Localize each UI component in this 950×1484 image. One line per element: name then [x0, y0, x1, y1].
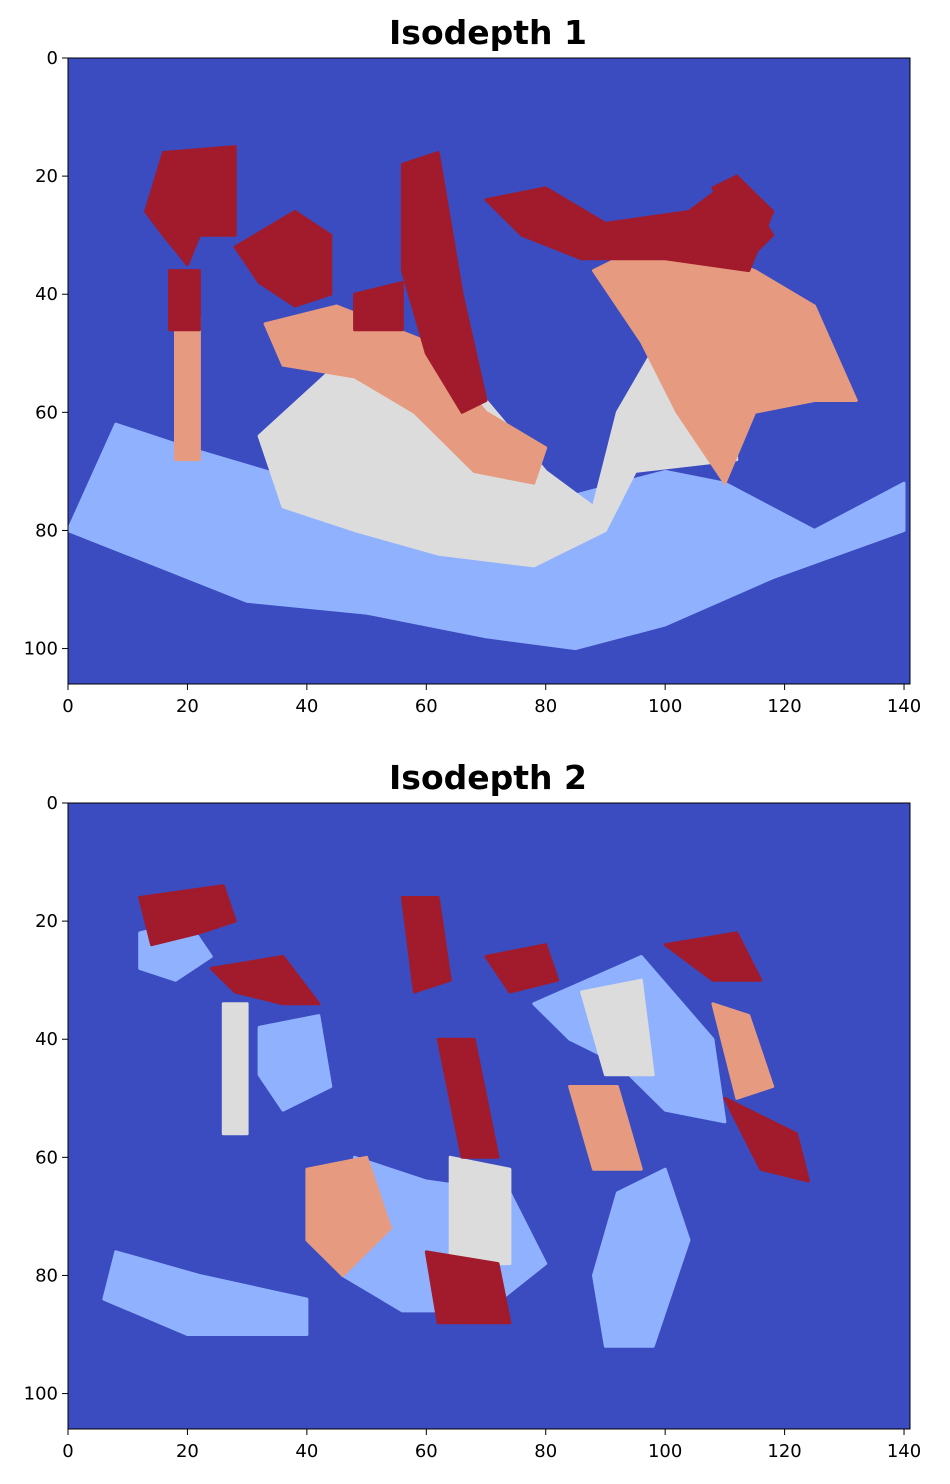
y-tick-label: 60 — [35, 402, 58, 423]
x-tick-label: 0 — [62, 696, 73, 717]
x-axis-ticks-2: 0 20 40 60 80 100 120 140 — [62, 1429, 921, 1462]
heatmap-area-1 — [67, 57, 911, 685]
y-tick-label: 60 — [35, 1147, 58, 1168]
heatmap-region-level-3 — [580, 978, 655, 1077]
y-tick-label: 0 — [47, 793, 58, 814]
heatmap-region-level-5 — [400, 151, 488, 414]
heatmap-region-level-5 — [400, 896, 452, 994]
plot-frame — [67, 802, 911, 1430]
heatmap-region-level-4 — [711, 1002, 775, 1100]
x-tick-label: 80 — [534, 1441, 557, 1462]
heatmap-region-level-5 — [144, 145, 237, 267]
x-tick-label: 20 — [176, 1441, 199, 1462]
heatmap-area-2 — [67, 802, 911, 1430]
heatmap-region-level-5 — [663, 931, 763, 982]
x-tick-label: 0 — [62, 1441, 73, 1462]
x-tick-label: 40 — [295, 696, 318, 717]
heatmap-region-level-5 — [723, 1096, 810, 1183]
heatmap-region-level-5 — [168, 269, 201, 332]
x-axis-ticks-1: 0 20 40 60 80 100 120 140 — [62, 684, 921, 717]
y-axis-ticks-1: 0 20 40 60 80 100 — [24, 48, 68, 660]
x-tick-label: 140 — [887, 696, 921, 717]
y-tick-label: 20 — [35, 911, 58, 932]
x-tick-label: 120 — [767, 1441, 801, 1462]
y-tick-label: 80 — [35, 1265, 58, 1286]
x-tick-label: 100 — [648, 696, 682, 717]
y-tick-label: 80 — [35, 520, 58, 541]
y-axis-ticks-2: 0 20 40 60 80 100 — [24, 793, 68, 1405]
heatmap-region-level-4 — [305, 1155, 392, 1277]
heatmap-region-level-4 — [568, 1085, 643, 1171]
y-tick-label: 40 — [35, 284, 58, 305]
heatmap-region-level-5 — [353, 280, 404, 332]
chart-title-2: Isodepth 2 — [389, 758, 587, 797]
y-tick-label: 40 — [35, 1029, 58, 1050]
plot-frame — [67, 57, 911, 685]
heatmap-region-level-2 — [592, 1167, 691, 1348]
heatmap-panel-2: Isodepth 2 0 20 40 60 80 100 120 140 0 20 40 60 80 1… — [24, 758, 922, 1462]
y-tick-label: 0 — [47, 48, 58, 69]
x-tick-label: 20 — [176, 696, 199, 717]
heatmap-panel-1: Isodepth 1 0 20 40 60 80 100 120 140 0 20 40 60 80 1… — [24, 13, 922, 717]
heatmap-region-level-3 — [448, 1155, 512, 1266]
y-tick-label: 100 — [24, 639, 58, 660]
heatmap-region-level-5 — [711, 174, 775, 261]
y-tick-label: 20 — [35, 166, 58, 187]
heatmap-region-level-2 — [257, 1014, 333, 1112]
x-tick-label: 80 — [534, 696, 557, 717]
heatmap-region-level-2 — [102, 1250, 309, 1336]
x-tick-label: 140 — [887, 1441, 921, 1462]
x-tick-label: 120 — [767, 696, 801, 717]
heatmap-region-level-5 — [209, 955, 321, 1006]
y-tick-label: 100 — [24, 1384, 58, 1405]
x-tick-label: 40 — [295, 1441, 318, 1462]
heatmap-region-level-5 — [233, 210, 333, 308]
heatmap-region-level-4 — [174, 316, 201, 462]
x-tick-label: 60 — [415, 696, 438, 717]
chart-title-1: Isodepth 1 — [389, 13, 587, 52]
heatmap-region-level-3 — [221, 1002, 249, 1136]
x-tick-label: 100 — [648, 1441, 682, 1462]
heatmap-region-level-5 — [484, 943, 560, 994]
heatmap-region-level-5 — [436, 1037, 500, 1159]
heatmap-region-level-5 — [484, 174, 775, 273]
heatmap-region-level-5 — [424, 1250, 512, 1325]
x-tick-label: 60 — [415, 1441, 438, 1462]
heatmap-region-level-5 — [138, 884, 237, 947]
